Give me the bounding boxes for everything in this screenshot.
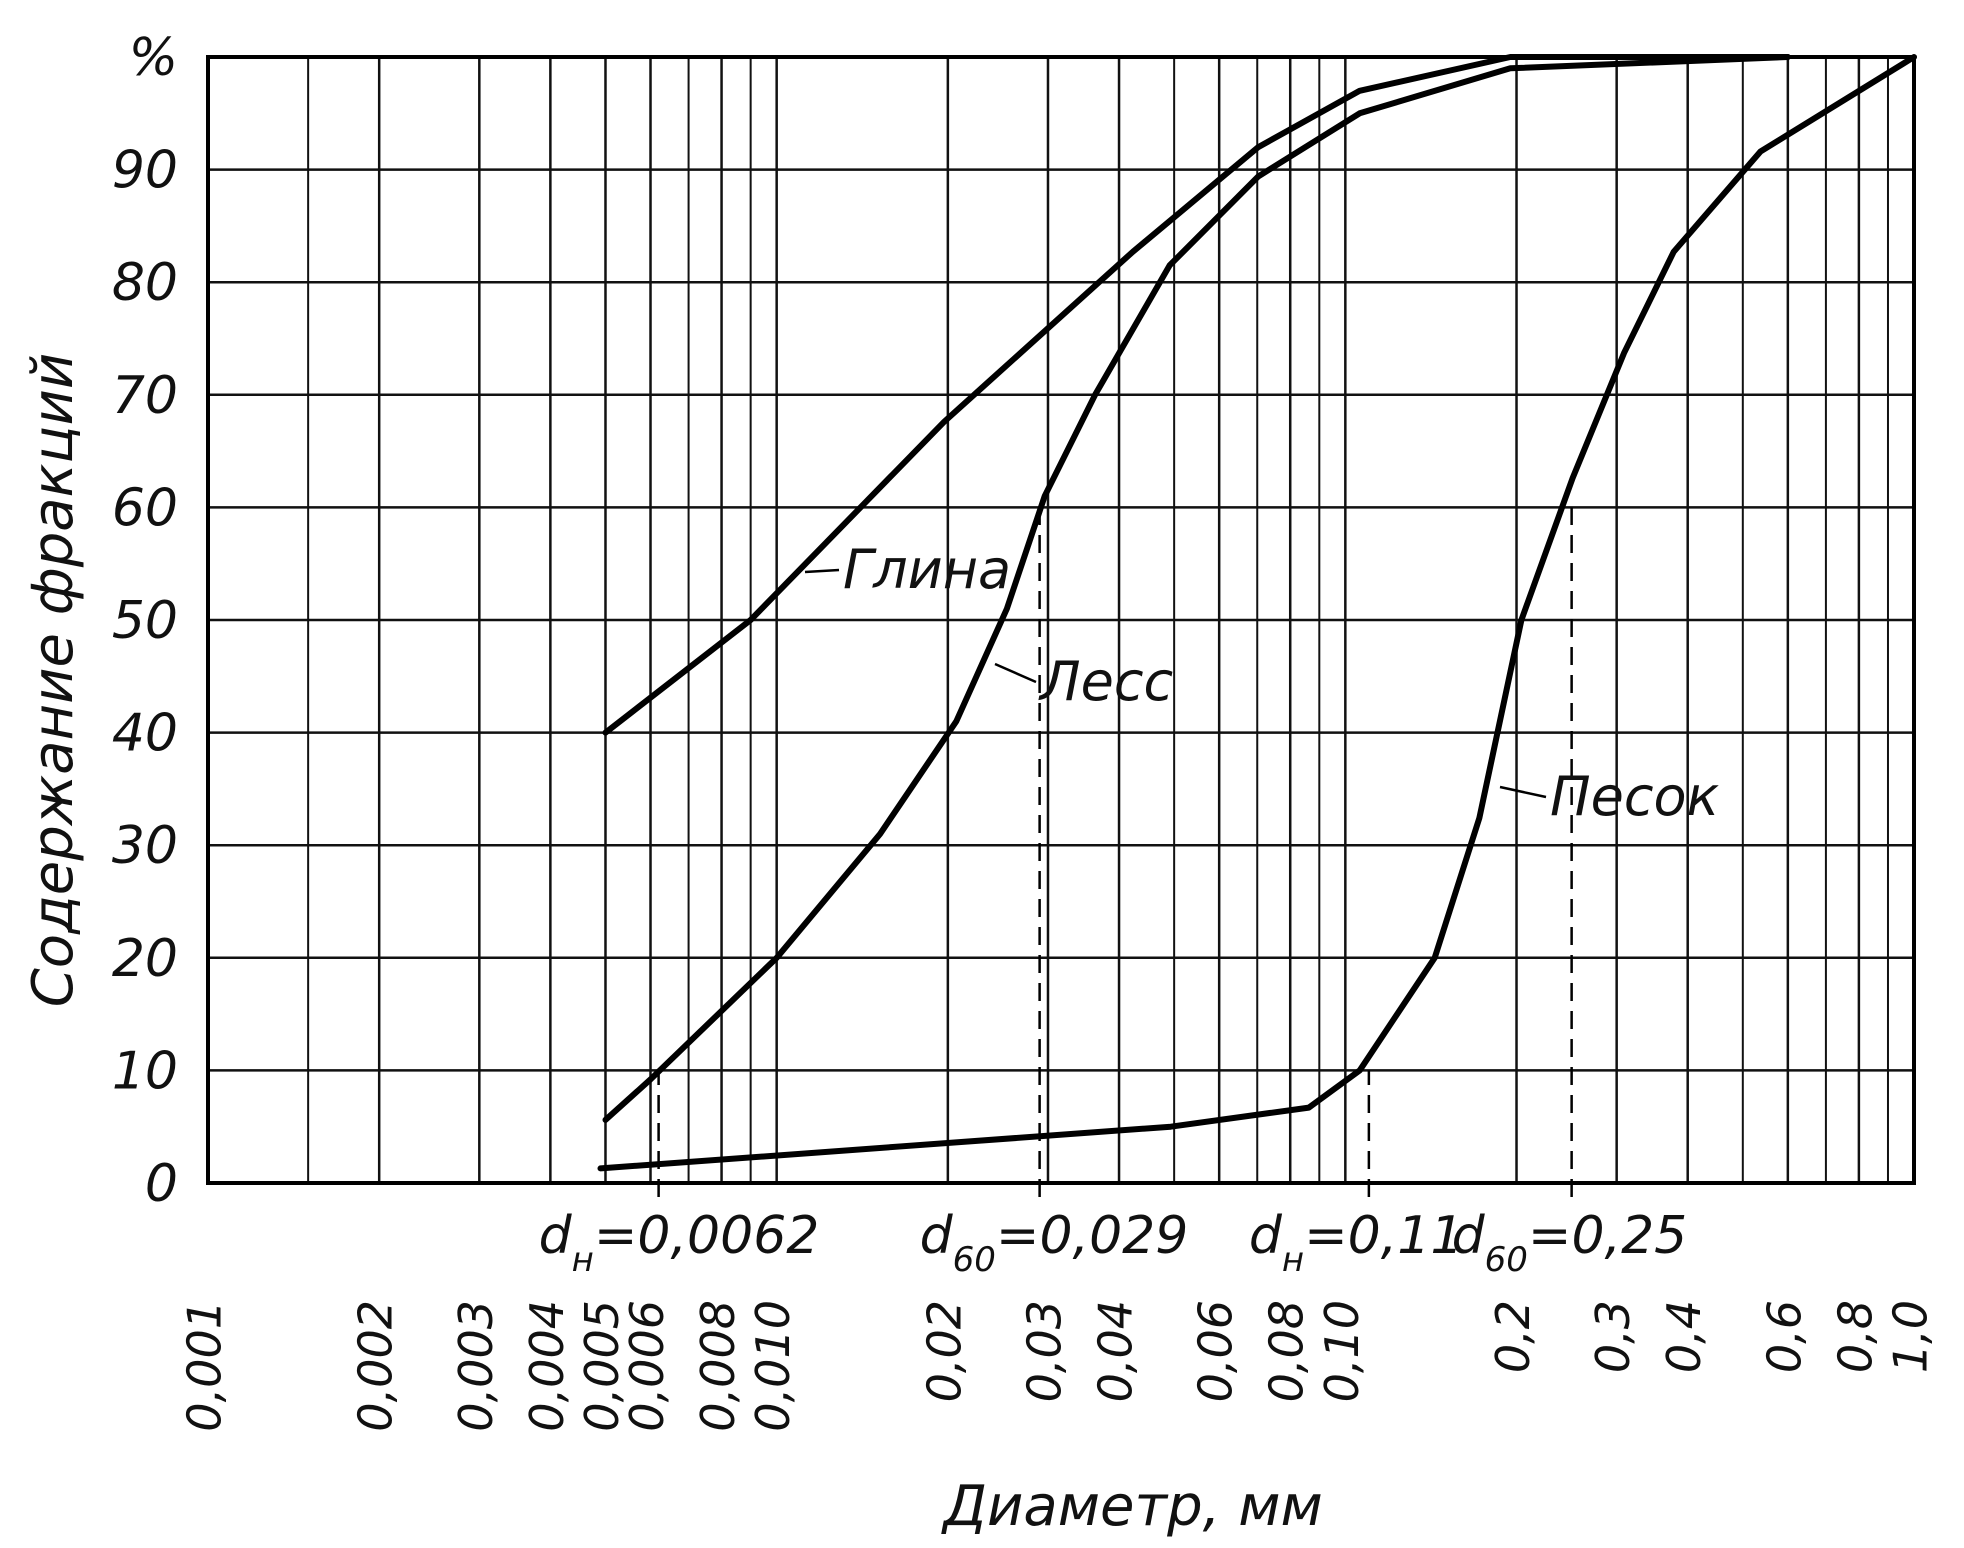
annotation-symbol: d <box>920 1206 954 1266</box>
x-tick-label: 0,005 <box>575 1300 629 1432</box>
x-tick-label: 0,03 <box>1017 1300 1071 1402</box>
y-tick-label: 20 <box>112 929 178 989</box>
y-tick-label: 90 <box>112 141 178 201</box>
annotation-subscript: 60 <box>953 1240 996 1280</box>
label-leader <box>994 662 1037 684</box>
annotation-symbol: d <box>539 1206 573 1266</box>
y-tick-label: 10 <box>112 1041 178 1101</box>
annotation-subscript: н <box>1282 1240 1304 1280</box>
annotation-symbol: d <box>1249 1206 1283 1266</box>
series-label: Глина <box>843 538 1011 601</box>
x-tick-label: 0,2 <box>1486 1300 1540 1373</box>
y-tick-label: 70 <box>112 366 178 426</box>
label-leader <box>804 568 840 574</box>
annotation-text: dн=0,11 <box>1249 1206 1464 1280</box>
annotation-subscript: н <box>572 1240 594 1280</box>
plot-frame <box>206 55 1916 1185</box>
x-tick-label: 0,06 <box>1189 1300 1243 1402</box>
annotation-label: =0,0062 <box>594 1206 820 1266</box>
y-axis-title: Содержание фракций <box>21 353 86 1008</box>
y-tick-label: 40 <box>112 704 178 764</box>
x-tick-label: 0,04 <box>1089 1300 1143 1402</box>
y-tick-label: 50 <box>112 591 178 651</box>
x-tick-label: 1,0 <box>1884 1300 1938 1373</box>
x-tick-label: 0,008 <box>691 1300 745 1432</box>
annotation: d60=0,029 <box>920 1206 1189 1280</box>
y-tick-label: % <box>129 28 178 88</box>
y-tick-label: 30 <box>112 816 178 876</box>
x-tick-label: 0,002 <box>349 1300 403 1432</box>
x-tick-label: 0,8 <box>1828 1300 1882 1373</box>
y-tick-label: 60 <box>112 478 178 538</box>
series-line <box>597 54 1917 1172</box>
annotation: d60=0,25 <box>1452 1206 1688 1280</box>
annotation-subscript: 60 <box>1485 1240 1528 1280</box>
x-tick-label: 0,4 <box>1657 1300 1711 1373</box>
x-tick-label: 0,006 <box>620 1300 674 1432</box>
y-tick-label: 80 <box>112 253 178 313</box>
series-line <box>602 54 1791 1123</box>
annotation-text: dн=0,0062 <box>539 1206 820 1280</box>
y-tick-label: 0 <box>145 1154 178 1214</box>
series-label: Песок <box>1550 765 1720 828</box>
annotation-label: =0,029 <box>996 1206 1188 1266</box>
x-tick-label: 0,001 <box>178 1300 232 1432</box>
x-tick-label: 0,08 <box>1260 1300 1314 1402</box>
annotation-symbol: d <box>1452 1206 1486 1266</box>
annotation-text: d60=0,25 <box>1452 1206 1688 1280</box>
x-axis-title: Диаметр, мм <box>940 1474 1322 1539</box>
annotation: dн=0,0062 <box>539 1206 820 1280</box>
x-tick-label: 0,004 <box>520 1300 574 1432</box>
series-line <box>602 54 1791 736</box>
annotation-label: =0,25 <box>1528 1206 1687 1266</box>
x-tick-label: 0,3 <box>1586 1300 1640 1373</box>
x-tick-label: 0,10 <box>1315 1300 1369 1402</box>
x-tick-label: 0,010 <box>746 1300 800 1432</box>
x-tick-label: 0,02 <box>917 1300 971 1402</box>
series-label: Лесс <box>1038 650 1173 713</box>
annotation-text: d60=0,029 <box>920 1206 1189 1280</box>
label-leader <box>1499 785 1547 799</box>
annotation-label: =0,11 <box>1304 1206 1463 1266</box>
x-tick-label: 0,003 <box>449 1300 503 1432</box>
x-tick-label: 0,6 <box>1757 1300 1811 1373</box>
annotation: dн=0,11 <box>1249 1206 1464 1280</box>
